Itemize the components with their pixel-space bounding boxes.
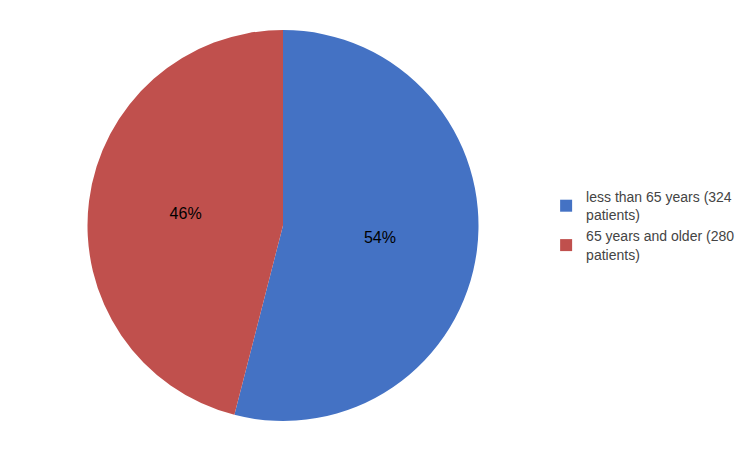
svg-text:54%: 54%	[364, 229, 396, 246]
svg-text:46%: 46%	[170, 205, 202, 222]
svg-text:65 years and older (280patient: 65 years and older (280patients)	[586, 228, 734, 262]
svg-text:less than 65 years (324patient: less than 65 years (324patients)	[586, 189, 732, 223]
